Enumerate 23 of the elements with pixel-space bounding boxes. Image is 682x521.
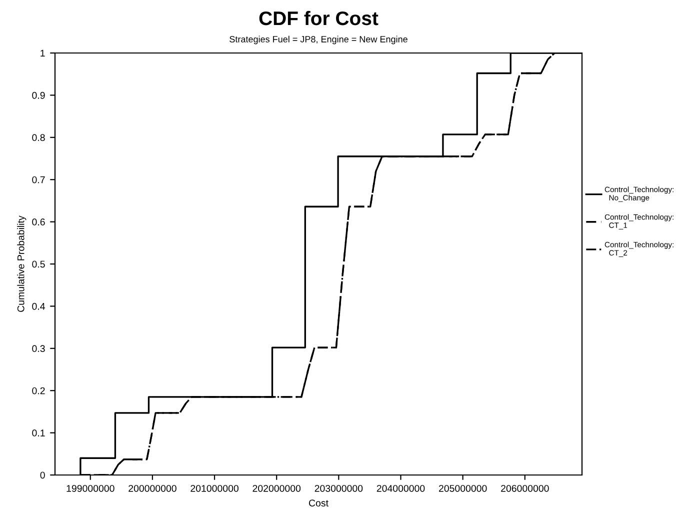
x-tick-label: 203000000 (314, 484, 363, 492)
x-tick-label: 206000000 (501, 484, 549, 492)
chart-subtitle: Strategies Fuel = JP8, Engine = New Engine (230, 36, 408, 44)
y-tick-label: 0.6 (32, 218, 45, 226)
chart-title: CDF for Cost (259, 10, 378, 26)
y-tick-label: 0.3 (32, 345, 45, 352)
y-tick-label: 0.4 (32, 302, 45, 310)
y-tick-label: 1 (40, 50, 45, 57)
x-tick-label: 204000000 (376, 484, 425, 492)
x-tick-label: 199000000 (66, 484, 114, 492)
x-tick-label: 202000000 (252, 484, 301, 492)
y-tick-label: 0.2 (32, 387, 45, 394)
y-tick-label: 0.5 (32, 260, 45, 268)
y-tick-label: 0 (40, 472, 45, 479)
x-tick-label: 200000000 (128, 484, 176, 492)
x-tick-label: 201000000 (190, 484, 238, 492)
y-tick-label: 0.8 (32, 134, 45, 142)
y-tick-label: 0.7 (32, 176, 45, 184)
x-axis-title: Cost (309, 500, 328, 506)
y-tick-label: 0.1 (32, 430, 45, 436)
y-axis-title: Cumulative Probability (17, 216, 26, 312)
y-tick-label: 0.9 (32, 92, 45, 99)
x-tick-label: 205000000 (438, 484, 487, 492)
